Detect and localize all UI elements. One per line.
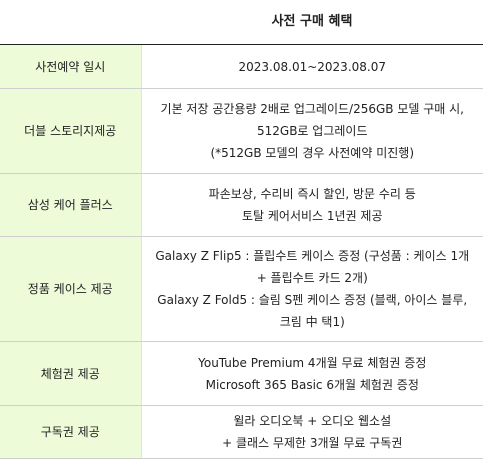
row-label-double-storage: 더블 스토리지제공 [0, 88, 142, 174]
content-line: (*512GB 모델의 경우 사전예약 미진행) [210, 146, 415, 160]
table-row: 삼성 케어 플러스 파손보상, 수리비 즉시 할인, 방문 수리 등 토탈 케어… [0, 173, 483, 237]
row-content-subscription-voucher: 윌라 오디오북 + 오디오 웹소설 + 클래스 무제한 3개월 무료 구독권 [141, 405, 483, 459]
row-label-preorder-date: 사전예약 일시 [0, 44, 142, 89]
content-line: 파손보상, 수리비 즉시 할인, 방문 수리 등 [208, 187, 416, 201]
row-label-trial-voucher: 체험권 제공 [0, 341, 142, 406]
content-line: 512GB로 업그레이드 [257, 124, 368, 138]
table-row: 더블 스토리지제공 기본 저장 공간용량 2배로 업그레이드/256GB 모델 … [0, 88, 483, 174]
content-line: 2023.08.01~2023.08.07 [238, 59, 386, 74]
row-content-genuine-case: Galaxy Z Flip5 : 플립수트 케이스 증정 (구성품 : 케이스 … [141, 236, 483, 342]
row-label-subscription-voucher: 구독권 제공 [0, 405, 142, 459]
table-header-row: 사전 구매 혜택 [0, 0, 483, 45]
row-content-trial-voucher: YouTube Premium 4개월 무료 체험권 증정 Microsoft … [141, 341, 483, 406]
row-label-genuine-case: 정품 케이스 제공 [0, 236, 142, 342]
table-row: 구독권 제공 윌라 오디오북 + 오디오 웹소설 + 클래스 무제한 3개월 무… [0, 405, 483, 459]
content-line: 토탈 케어서비스 1년권 제공 [241, 209, 383, 223]
content-line: 윌라 오디오북 + 오디오 웹소설 [233, 414, 392, 428]
content-line: + 클래스 무제한 3개월 무료 구독권 [222, 436, 403, 450]
content-line: + 플립수트 카드 2개) [256, 271, 368, 285]
row-content-double-storage: 기본 저장 공간용량 2배로 업그레이드/256GB 모델 구매 시, 512G… [141, 88, 483, 174]
content-line: YouTube Premium 4개월 무료 체험권 증정 [198, 355, 427, 370]
content-line: Microsoft 365 Basic 6개월 체험권 증정 [205, 377, 419, 392]
table-row: 정품 케이스 제공 Galaxy Z Flip5 : 플립수트 케이스 증정 (… [0, 236, 483, 342]
header-label-cell [0, 0, 141, 45]
table-row: 체험권 제공 YouTube Premium 4개월 무료 체험권 증정 Mic… [0, 341, 483, 406]
row-label-samsung-care-plus: 삼성 케어 플러스 [0, 173, 142, 237]
row-content-samsung-care-plus: 파손보상, 수리비 즉시 할인, 방문 수리 등 토탈 케어서비스 1년권 제공 [141, 173, 483, 237]
row-content-preorder-date: 2023.08.01~2023.08.07 [141, 44, 483, 89]
table-row: 사전예약 일시 2023.08.01~2023.08.07 [0, 44, 483, 89]
table-title: 사전 구매 혜택 [141, 0, 483, 45]
content-line: Galaxy Z Flip5 : 플립수트 케이스 증정 (구성품 : 케이스 … [155, 249, 470, 263]
content-line: 기본 저장 공간용량 2배로 업그레이드/256GB 모델 구매 시, [160, 102, 464, 116]
content-line: 크림 中 택1) [279, 315, 345, 329]
content-line: Galaxy Z Fold5 : 슬림 S펜 케이스 증정 (블랙, 아이스 블… [157, 293, 468, 307]
